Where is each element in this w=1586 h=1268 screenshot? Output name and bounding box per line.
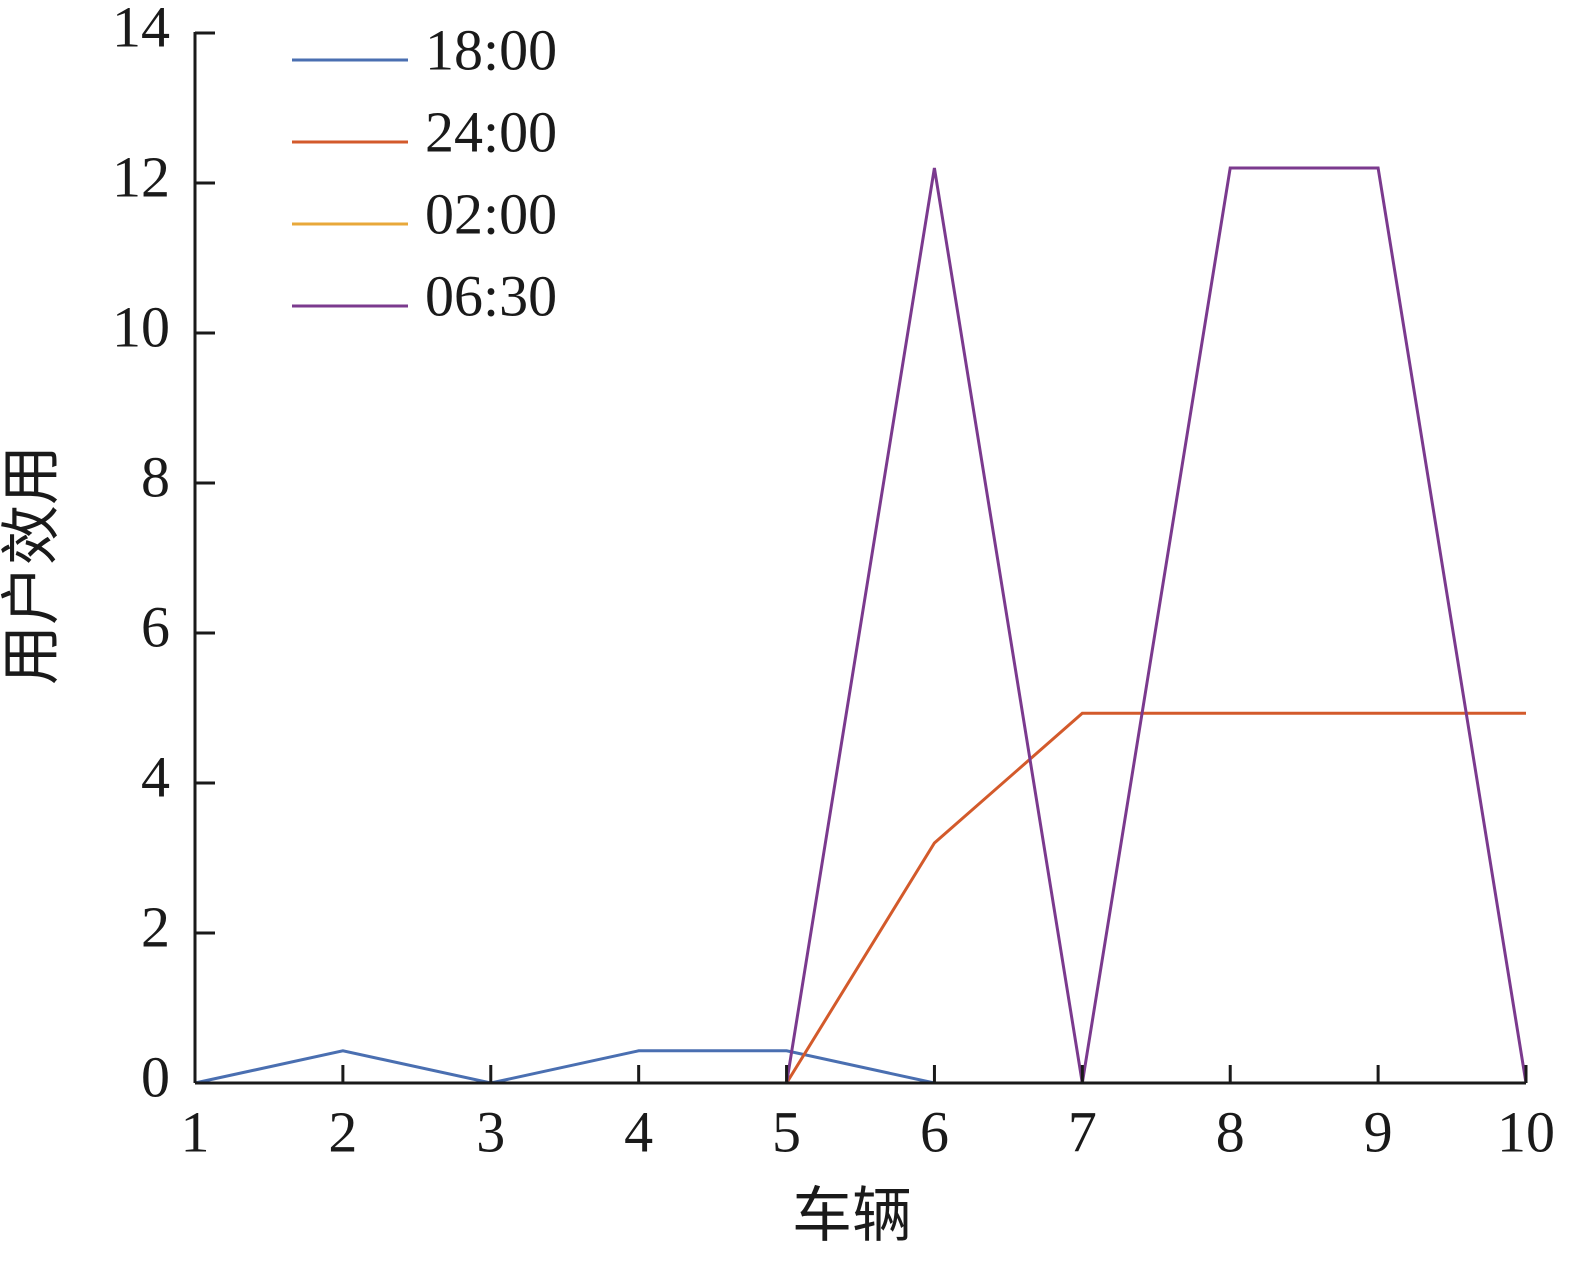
- x-axis-title: 车辆: [792, 1183, 912, 1249]
- series-line-18-00: [194, 1049, 1526, 1085]
- y-tick-label: 8: [141, 444, 170, 509]
- y-tick-label: 14: [112, 0, 170, 59]
- legend: 18:00 24:00 02:00 06:30: [292, 17, 557, 328]
- y-tick-label: 12: [112, 144, 170, 209]
- legend-label: 18:00: [425, 17, 557, 82]
- x-tick-label: 8: [1216, 1099, 1245, 1164]
- x-tick-label: 4: [624, 1099, 653, 1164]
- series-line-24-00: [195, 711, 1526, 1085]
- x-tick-label: 2: [328, 1099, 357, 1164]
- x-tick-label: 5: [772, 1099, 801, 1164]
- legend-label: 02:00: [425, 181, 557, 246]
- y-tick-label: 10: [112, 294, 170, 359]
- x-tick-label: 1: [181, 1099, 210, 1164]
- y-tick-label: 6: [141, 594, 170, 659]
- y-axis-title: 用户效用: [0, 445, 65, 685]
- x-tick-label: 6: [920, 1099, 949, 1164]
- legend-label: 06:30: [425, 263, 557, 328]
- x-tick-label: 10: [1497, 1099, 1555, 1164]
- x-tick-label: 9: [1364, 1099, 1393, 1164]
- x-tick-label: 7: [1068, 1099, 1097, 1164]
- x-tick-label: 3: [476, 1099, 505, 1164]
- y-tick-label: 2: [141, 894, 170, 959]
- legend-label: 24:00: [425, 99, 557, 164]
- y-tick-label: 0: [141, 1044, 170, 1109]
- y-tick-label: 4: [141, 744, 170, 809]
